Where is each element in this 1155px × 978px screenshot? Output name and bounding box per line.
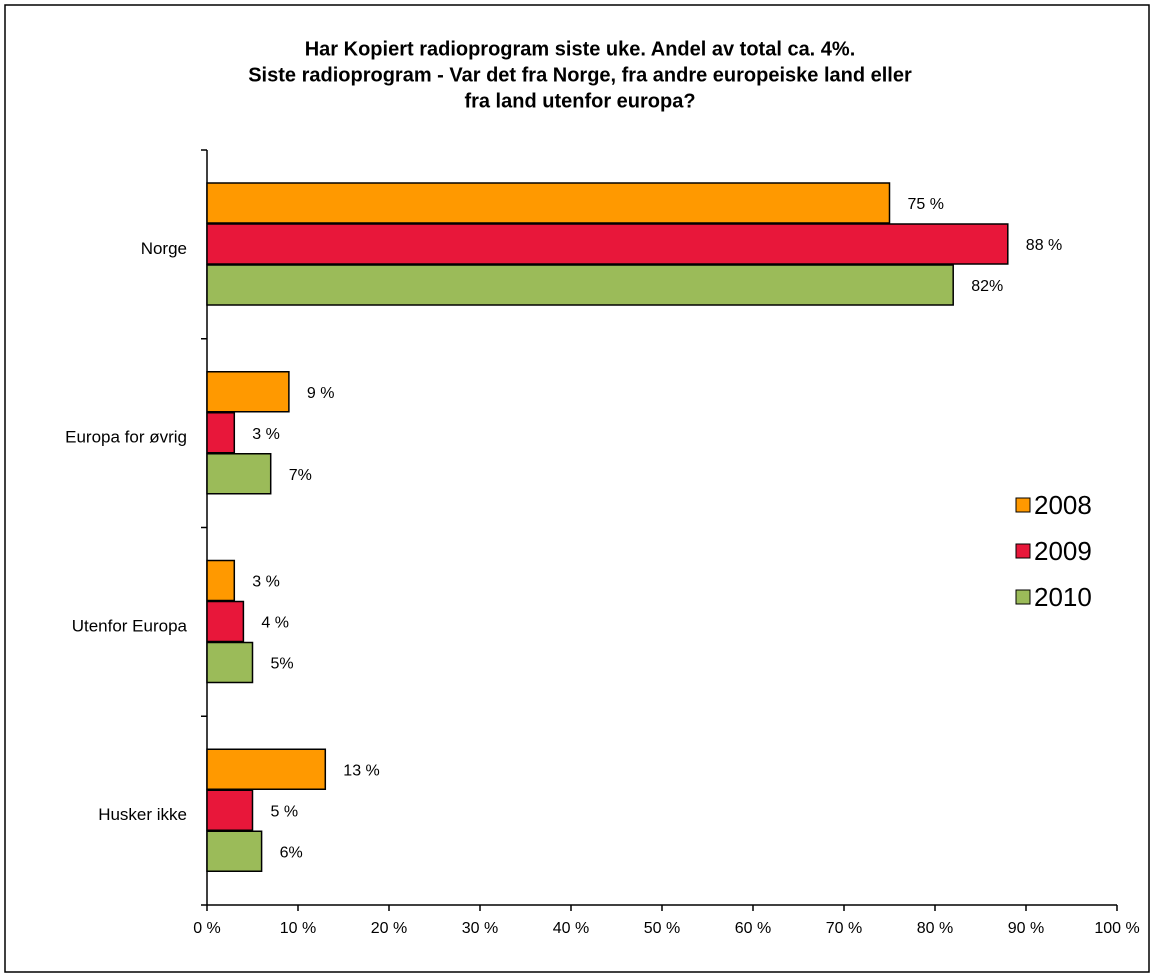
category-label: Utenfor Europa bbox=[72, 616, 188, 635]
x-tick-label: 70 % bbox=[826, 920, 862, 937]
x-tick-label: 50 % bbox=[644, 920, 680, 937]
value-label: 82% bbox=[971, 278, 1003, 295]
value-label: 5% bbox=[271, 656, 294, 673]
legend-swatch bbox=[1015, 497, 1031, 513]
category-label: Husker ikke bbox=[98, 805, 187, 824]
x-tick-label: 10 % bbox=[280, 920, 316, 937]
bar bbox=[206, 371, 290, 413]
value-label: 3 % bbox=[252, 574, 280, 591]
bar bbox=[206, 830, 263, 872]
bar bbox=[206, 182, 891, 224]
legend-label: 2010 bbox=[1034, 582, 1092, 612]
chart-title: Siste radioprogram - Var det fra Norge, … bbox=[248, 64, 912, 86]
value-label: 9 % bbox=[307, 385, 335, 402]
x-tick-label: 40 % bbox=[553, 920, 589, 937]
value-label: 13 % bbox=[343, 762, 379, 779]
category-label: Europa for øvrig bbox=[65, 428, 187, 447]
value-label: 75 % bbox=[908, 196, 944, 213]
x-tick-label: 80 % bbox=[917, 920, 953, 937]
value-label: 3 % bbox=[252, 426, 280, 443]
value-label: 5 % bbox=[271, 803, 299, 820]
chart-frame bbox=[4, 4, 1150, 973]
legend-label: 2008 bbox=[1034, 490, 1092, 520]
bar bbox=[206, 412, 236, 454]
bar bbox=[206, 453, 272, 495]
x-tick-label: 30 % bbox=[462, 920, 498, 937]
bar bbox=[206, 641, 254, 684]
legend-label: 2009 bbox=[1034, 536, 1092, 566]
bar bbox=[206, 559, 236, 602]
value-label: 6% bbox=[280, 844, 303, 861]
legend-swatch bbox=[1015, 589, 1031, 605]
value-label: 7% bbox=[289, 467, 312, 484]
bar bbox=[206, 600, 245, 643]
x-tick-label: 100 % bbox=[1094, 920, 1139, 937]
x-tick-label: 90 % bbox=[1008, 920, 1044, 937]
bar bbox=[206, 264, 954, 306]
chart-title: fra land utenfor europa? bbox=[464, 90, 695, 112]
legend-swatch bbox=[1015, 543, 1031, 559]
value-label: 88 % bbox=[1026, 237, 1062, 254]
bar bbox=[206, 789, 254, 831]
category-label: Norge bbox=[141, 239, 187, 258]
chart-title: Har Kopiert radioprogram siste uke. Ande… bbox=[305, 38, 856, 60]
x-tick-label: 20 % bbox=[371, 920, 407, 937]
bar bbox=[206, 223, 1009, 265]
x-tick-label: 60 % bbox=[735, 920, 771, 937]
bar bbox=[206, 748, 327, 790]
x-tick-label: 0 % bbox=[193, 920, 221, 937]
value-label: 4 % bbox=[261, 615, 289, 632]
